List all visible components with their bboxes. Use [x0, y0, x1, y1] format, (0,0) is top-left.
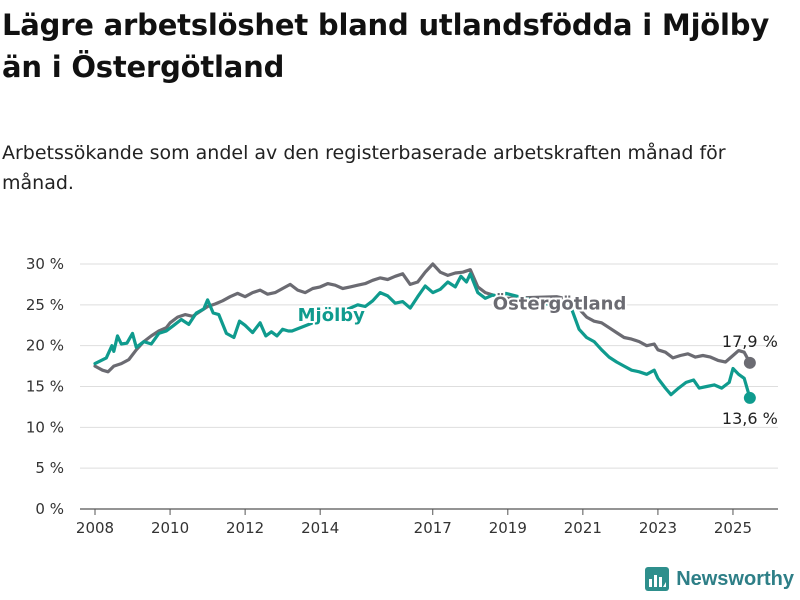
x-tick-label: 2008: [76, 519, 114, 537]
x-tick-label: 2023: [639, 519, 677, 537]
chart-title: Lägre arbetslöshet bland utlandsfödda i …: [2, 8, 770, 84]
x-tick-label: 2025: [714, 519, 752, 537]
x-tick-label: 2017: [414, 519, 452, 537]
x-tick-label: 2021: [564, 519, 602, 537]
series-label: Mjölby: [298, 305, 366, 326]
series-endpoint-ostergotland: [743, 356, 756, 369]
series-endpoint-mjolby: [743, 391, 756, 404]
newsworthy-logo-icon: [645, 567, 670, 591]
series-line-mjolby: [93, 272, 752, 400]
y-tick-label: 25 %: [26, 296, 64, 314]
newsworthy-logo: Newsworthy: [644, 566, 794, 592]
y-tick-label: 0 %: [35, 500, 64, 518]
y-tick-label: 15 %: [26, 378, 64, 396]
end-value-label: 13,6 %: [722, 409, 778, 428]
grid-lines: [80, 263, 778, 510]
series-lines: 17,9 % 13,6 %: [93, 262, 778, 428]
series-annotations: Mjölby Östergötland: [296, 291, 629, 328]
x-tick-label: 2012: [226, 519, 264, 537]
x-tick-label: 2010: [151, 519, 189, 537]
series-label: Östergötland: [493, 293, 627, 315]
y-tick-label: 20 %: [26, 337, 64, 355]
y-axis-ticks: 0 % 5 % 10 % 15 % 20 % 25 % 30 %: [26, 255, 64, 518]
x-axis: 2008 2010 2012 2014 2017 2019 2021 2023 2025: [76, 509, 752, 537]
brand-name: Newsworthy: [676, 567, 794, 590]
y-tick-label: 10 %: [26, 418, 64, 436]
y-tick-label: 30 %: [26, 255, 64, 273]
chart-subtitle: Arbetssökande som andel av den registerb…: [2, 142, 726, 194]
x-tick-label: 2014: [301, 519, 339, 537]
y-tick-label: 5 %: [35, 459, 64, 477]
end-value-label: 17,9 %: [722, 332, 778, 351]
x-tick-label: 2019: [489, 519, 527, 537]
